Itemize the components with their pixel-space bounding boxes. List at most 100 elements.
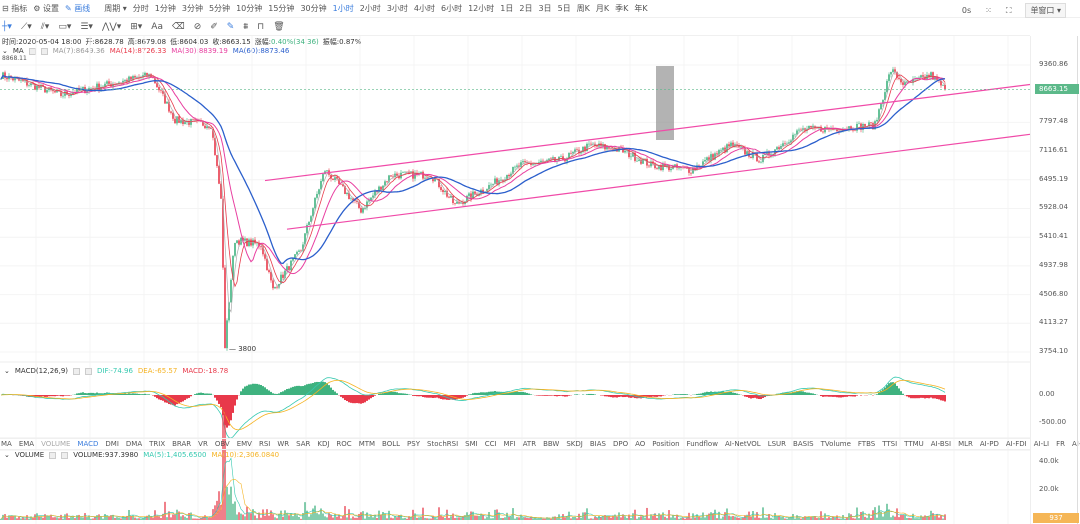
indicator-tab-basis[interactable]: BASIS: [793, 440, 814, 448]
indicator-tab-smi[interactable]: SMI: [465, 440, 478, 448]
indicator-tab-ttmu[interactable]: TTMU: [904, 440, 924, 448]
indicator-tab-mlr[interactable]: MLR: [958, 440, 973, 448]
period-17[interactable]: 周K: [576, 4, 590, 13]
fib-icon[interactable]: ⊞▾: [130, 21, 143, 32]
indicator-tab-skdj[interactable]: SKDJ: [566, 440, 583, 448]
period-3[interactable]: 5分钟: [208, 4, 231, 13]
indicator-tab-sar[interactable]: SAR: [296, 440, 311, 448]
period-dropdown[interactable]: 周期 ▾: [104, 4, 127, 13]
period-7[interactable]: 1小时: [332, 4, 354, 13]
crosshair-icon[interactable]: ┼▾: [2, 21, 12, 32]
indicator-tab-dmi[interactable]: DMI: [105, 440, 119, 448]
period-5[interactable]: 15分钟: [268, 4, 295, 13]
period-18[interactable]: 月K: [595, 4, 610, 13]
indicator-tab-ftbs[interactable]: FTBS: [857, 440, 876, 448]
eraser-icon[interactable]: ⌫: [171, 21, 185, 32]
indicator-tab-kdj[interactable]: KDJ: [317, 440, 330, 448]
indicator-tab-bbw[interactable]: BBW: [543, 440, 560, 448]
period-0[interactable]: 分时: [132, 4, 149, 13]
magnet-icon[interactable]: ⊘: [193, 21, 202, 32]
indicator-tab-ai-netvol[interactable]: AI-NetVOL: [724, 440, 761, 448]
parallel-line-icon[interactable]: ⫽▾: [40, 21, 50, 32]
indicator-tab-tvolume[interactable]: TVolume: [820, 440, 851, 448]
pen-icon[interactable]: ✐: [210, 21, 218, 32]
indicator-tab-vr[interactable]: VR: [198, 440, 208, 448]
window-mode-dropdown[interactable]: 单窗口 ▾: [1025, 3, 1066, 18]
indicator-tab-dma[interactable]: DMA: [125, 440, 143, 448]
indicator-tab-emv[interactable]: EMV: [236, 440, 252, 448]
macd-settings-icon[interactable]: [73, 367, 81, 375]
macd-close-icon[interactable]: [85, 367, 93, 375]
indicator-tab-cci[interactable]: CCI: [484, 440, 497, 448]
period-16[interactable]: 5日: [557, 4, 571, 13]
brush-icon[interactable]: ✎: [226, 21, 235, 32]
period-6[interactable]: 30分钟: [300, 4, 327, 13]
period-12[interactable]: 12小时: [468, 4, 495, 13]
volume-settings-icon[interactable]: [49, 451, 57, 459]
ma-settings-icon[interactable]: [28, 47, 36, 55]
indicator-tab-boll[interactable]: BOLL: [382, 440, 401, 448]
collapse-icon[interactable]: ⌄: [4, 367, 10, 375]
indicators-button[interactable]: ⊟ 指标: [2, 4, 28, 13]
ruler-icon[interactable]: ⩩: [243, 21, 249, 32]
indicator-tab-ma[interactable]: MA: [1, 440, 12, 448]
settings-button[interactable]: ⚙ 设置: [33, 4, 59, 13]
period-9[interactable]: 3小时: [386, 4, 408, 13]
period-20[interactable]: 年K: [634, 4, 648, 13]
price-axis[interactable]: 8663.15 937 9360.86 7797.48 7116.61 6495.19…: [1030, 36, 1079, 524]
indicator-tab-lsur[interactable]: LSUR: [767, 440, 787, 448]
indicator-tab-mtm[interactable]: MTM: [358, 440, 376, 448]
indicator-tab-ai-bst[interactable]: AI-BST: [1071, 440, 1080, 448]
indicator-tab-fundflow[interactable]: Fundflow: [686, 440, 718, 448]
period-8[interactable]: 2小时: [359, 4, 381, 13]
indicator-tab-macd[interactable]: MACD: [77, 440, 99, 448]
indicator-tab-obv[interactable]: OBV: [214, 440, 230, 448]
indicator-tab-stochrsi[interactable]: StochRSI: [427, 440, 459, 448]
indicator-tab-roc[interactable]: ROC: [336, 440, 352, 448]
draw-button[interactable]: ✎ 画线: [64, 4, 91, 13]
price-chart[interactable]: — 3800: [0, 0, 1030, 524]
indicator-tab-ttsi[interactable]: TTSI: [882, 440, 898, 448]
ma-close-icon[interactable]: [40, 47, 48, 55]
period-10[interactable]: 4小时: [413, 4, 435, 13]
collapse-icon[interactable]: ⌄: [4, 451, 10, 459]
indicator-tab-rsi[interactable]: RSI: [258, 440, 271, 448]
macd-bar: [938, 395, 940, 400]
indicator-tab-bias[interactable]: BIAS: [589, 440, 606, 448]
indicator-tab-fr[interactable]: FR: [1056, 440, 1065, 448]
period-14[interactable]: 2日: [519, 4, 533, 13]
indicator-tab-mfi[interactable]: MFI: [503, 440, 516, 448]
period-13[interactable]: 1日: [500, 4, 514, 13]
horizontal-lines-icon[interactable]: ☰▾: [80, 21, 93, 32]
indicator-tab-trix[interactable]: TRIX: [149, 440, 166, 448]
trash-icon[interactable]: 🗑: [273, 21, 285, 32]
indicator-tab-ema[interactable]: EMA: [18, 440, 35, 448]
indicator-tab-position[interactable]: Position: [652, 440, 680, 448]
indicator-tab-volume[interactable]: VOLUME: [41, 440, 71, 448]
indicator-tab-ai-pd[interactable]: AI-PD: [979, 440, 999, 448]
period-1[interactable]: 1分钟: [154, 4, 176, 13]
indicator-tab-psy[interactable]: PSY: [407, 440, 420, 448]
grid-icon[interactable]: ⁙: [985, 6, 992, 15]
period-11[interactable]: 6小时: [441, 4, 463, 13]
collapse-icon[interactable]: ⌄: [2, 47, 8, 55]
period-4[interactable]: 10分钟: [236, 4, 263, 13]
indicator-tab-dpo[interactable]: DPO: [612, 440, 629, 448]
wave-icon[interactable]: ⋀⋁▾: [101, 21, 122, 32]
volume-close-icon[interactable]: [61, 451, 69, 459]
indicator-tab-ao[interactable]: AO: [635, 440, 646, 448]
indicator-tab-wr[interactable]: WR: [277, 440, 290, 448]
line-tool-icon[interactable]: ⟋▾: [20, 21, 32, 32]
period-2[interactable]: 3分钟: [181, 4, 203, 13]
lock-icon[interactable]: ⊓: [257, 21, 265, 32]
indicator-tab-ai-fdi[interactable]: AI-FDI: [1005, 440, 1027, 448]
indicator-tab-ai-li[interactable]: AI-LI: [1033, 440, 1050, 448]
indicator-tab-brar[interactable]: BRAR: [172, 440, 192, 448]
period-15[interactable]: 3日: [538, 4, 552, 13]
indicator-tab-ai-bsi[interactable]: AI-BSI: [930, 440, 952, 448]
text-icon[interactable]: Aa: [151, 21, 163, 32]
indicator-tab-atr[interactable]: ATR: [522, 440, 537, 448]
rectangle-icon[interactable]: ▭▾: [58, 21, 72, 32]
fullscreen-icon[interactable]: ⛶: [1005, 5, 1012, 15]
period-19[interactable]: 季K: [615, 4, 629, 13]
